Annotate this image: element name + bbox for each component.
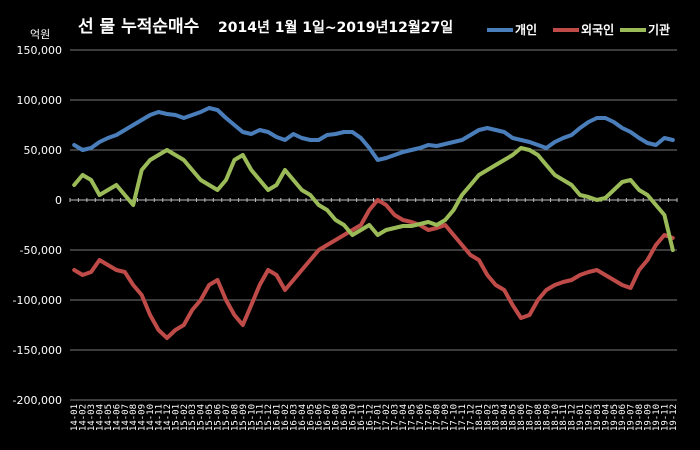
x-tick-label: 19-04 [601, 404, 611, 431]
x-tick-label: 17-02 [382, 404, 392, 431]
x-tick-label: 17-04 [399, 404, 409, 431]
x-tick-label: 18-09 [542, 404, 552, 431]
x-tick-label: 18-01 [475, 404, 485, 431]
x-tick-label: 19-12 [669, 404, 679, 431]
x-tick-label: 14-02 [79, 404, 89, 431]
series-line [72, 106, 675, 162]
x-tick-label: 19-07 [627, 404, 637, 431]
x-tick-label: 16-03 [289, 404, 299, 431]
x-tick-label: 17-10 [450, 404, 460, 431]
legend: 개인 외국인 기관 [487, 22, 670, 37]
legend-label: 개인 [515, 22, 537, 37]
chart-subtitle: 2014년 1월 1일~2019년12월27일 [218, 19, 453, 36]
x-tick-label: 15-07 [222, 404, 232, 431]
x-tick-label: 19-02 [584, 404, 594, 431]
y-tick-label: -200,000 [13, 394, 62, 407]
x-tick-label: 17-05 [407, 404, 417, 431]
x-tick-label: 19-03 [593, 404, 603, 431]
chart-title: 선 물 누적순매수 [78, 17, 200, 37]
x-tick-label: 17-11 [458, 404, 468, 431]
x-tick-label: 15-09 [239, 404, 249, 431]
x-tick-label: 14-01 [70, 404, 80, 431]
y-tick-label: 100,000 [17, 94, 63, 107]
x-tick-label: 17-06 [416, 404, 426, 431]
x-tick-label: 14-12 [163, 404, 173, 431]
x-tick-label: 15-05 [205, 404, 215, 431]
y-tick-label: -50,000 [20, 244, 62, 257]
y-axis-unit: 억원 [30, 28, 50, 41]
x-tick-label: 16-04 [298, 404, 308, 431]
x-tick-label: 15-08 [230, 404, 240, 431]
x-tick-label: 16-09 [340, 404, 350, 431]
x-tick-label: 17-01 [374, 404, 384, 431]
x-tick-label: 17-03 [391, 404, 401, 431]
x-tick-label: 19-01 [576, 404, 586, 431]
x-tick-label: 18-02 [483, 404, 493, 431]
x-tick-label: 14-05 [104, 404, 114, 431]
x-tick-label: 16-01 [273, 404, 283, 431]
x-tick-label: 19-09 [643, 404, 653, 431]
x-tick-label: 18-06 [517, 404, 527, 431]
x-tick-label: 15-06 [214, 404, 224, 431]
x-tick-label: 16-02 [281, 404, 291, 431]
x-tick-label: 17-07 [424, 404, 434, 431]
x-tick-label: 16-07 [323, 404, 333, 431]
x-tick-label: 15-10 [247, 404, 257, 431]
x-tick-label: 19-06 [618, 404, 628, 431]
x-tick-label: 17-08 [433, 404, 443, 431]
x-tick-label: 15-11 [256, 404, 266, 431]
x-tick-label: 14-10 [146, 404, 156, 431]
x-tick-label: 18-04 [500, 404, 510, 431]
x-tick-label: 14-09 [138, 404, 148, 431]
legend-label: 외국인 [581, 22, 614, 37]
y-axis-ticks: 150,000 100,000 50,000 0 -50,000 -100,000 -150… [13, 44, 62, 407]
x-tick-label: 15-04 [197, 404, 207, 431]
x-tick-label: 14-04 [96, 404, 106, 431]
x-axis-ticks: 14-0114-0214-0314-0414-0514-0614-0714-08… [70, 404, 679, 431]
x-tick-label: 17-12 [466, 404, 476, 431]
x-tick-label: 14-07 [121, 404, 131, 431]
x-tick-label: 14-08 [129, 404, 139, 431]
x-tick-label: 16-06 [315, 404, 325, 431]
y-tick-label: 0 [55, 194, 62, 207]
x-tick-label: 14-06 [112, 404, 122, 431]
series-line [72, 198, 675, 340]
x-tick-label: 19-05 [610, 404, 620, 431]
x-tick-label: 15-03 [188, 404, 198, 431]
legend-label: 기관 [648, 22, 670, 37]
x-tick-label: 19-11 [660, 404, 670, 431]
y-tick-label: 50,000 [24, 144, 63, 157]
x-tick-label: 16-12 [365, 404, 375, 431]
x-tick-label: 16-05 [306, 404, 316, 431]
y-tick-label: 150,000 [17, 44, 63, 57]
x-tick-label: 15-01 [171, 404, 181, 431]
y-tick-label: -100,000 [13, 294, 62, 307]
x-tick-label: 18-03 [492, 404, 502, 431]
x-tick-label: 18-05 [509, 404, 519, 431]
x-tick-label: 18-12 [568, 404, 578, 431]
x-tick-label: 19-10 [652, 404, 662, 431]
x-tick-label: 19-08 [635, 404, 645, 431]
y-tick-label: -150,000 [13, 344, 62, 357]
x-tick-label: 15-12 [264, 404, 274, 431]
x-tick-label: 18-08 [534, 404, 544, 431]
x-tick-label: 16-10 [348, 404, 358, 431]
x-tick-label: 18-10 [551, 404, 561, 431]
x-tick-label: 15-02 [180, 404, 190, 431]
gridlines [69, 49, 678, 401]
x-tick-label: 16-11 [357, 404, 367, 431]
x-tick-label: 18-11 [559, 404, 569, 431]
x-tick-label: 17-09 [441, 404, 451, 431]
x-tick-label: 14-11 [155, 404, 165, 431]
x-tick-label: 18-07 [525, 404, 535, 431]
series-line [72, 146, 675, 252]
series-lines [72, 106, 675, 340]
x-tick-label: 16-08 [332, 404, 342, 431]
x-tick-label: 14-03 [87, 404, 97, 431]
